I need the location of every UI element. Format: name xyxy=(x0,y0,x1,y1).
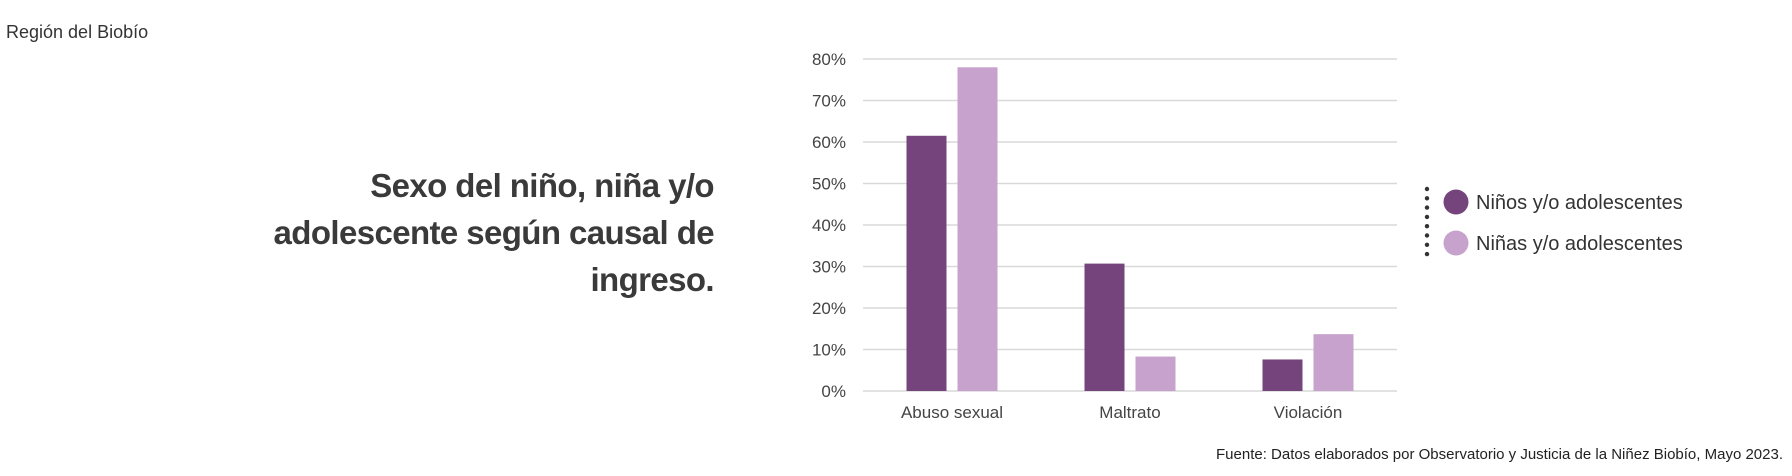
y-tick-label: 60% xyxy=(812,133,846,152)
y-tick-label: 70% xyxy=(812,92,846,111)
legend-divider-dot xyxy=(1424,214,1430,220)
legend-swatch-icon xyxy=(1443,189,1469,215)
x-tick-label: Violación xyxy=(1274,403,1343,422)
x-tick-label: Maltrato xyxy=(1099,403,1160,422)
title-line: Sexo del niño, niña y/o xyxy=(370,167,714,204)
bar-violación-ninos xyxy=(1262,359,1303,391)
y-tick-label: 40% xyxy=(812,216,846,235)
y-tick-label: 80% xyxy=(812,50,846,69)
legend-label: Niños y/o adolescentes xyxy=(1476,192,1683,214)
legend-label: Niñas y/o adolescentes xyxy=(1476,233,1683,255)
y-tick-label: 0% xyxy=(821,382,846,401)
y-tick-label: 20% xyxy=(812,299,846,318)
region-label: Región del Biobío xyxy=(6,22,149,42)
legend-divider-dot xyxy=(1424,205,1430,210)
legend-divider-dot xyxy=(1424,233,1430,238)
y-tick-label: 50% xyxy=(812,175,846,194)
y-tick-label: 10% xyxy=(812,341,846,360)
bar-maltrato-ninas xyxy=(1135,356,1176,391)
bar-abuso-sexual-ninos xyxy=(906,135,947,391)
title-line: adolescente según causal de xyxy=(273,214,715,251)
bar-violación-ninas xyxy=(1313,334,1354,391)
legend-divider-dot xyxy=(1424,251,1430,257)
y-tick-label: 30% xyxy=(812,258,846,277)
legend-divider-dot xyxy=(1424,224,1430,229)
legend-divider-dot xyxy=(1424,186,1430,192)
source-footer: Fuente: Datos elaborados por Observatori… xyxy=(1216,446,1783,463)
chart-title: Sexo del niño, niña y/o adolescente segú… xyxy=(194,162,715,303)
x-tick-label: Abuso sexual xyxy=(901,403,1003,422)
legend-divider-dot xyxy=(1424,196,1430,201)
bar-maltrato-ninos xyxy=(1084,263,1125,391)
legend-swatch-icon xyxy=(1443,230,1469,256)
title-line: ingreso. xyxy=(590,261,714,298)
legend-divider-dot xyxy=(1424,242,1430,247)
bar-abuso-sexual-ninas xyxy=(957,67,998,392)
